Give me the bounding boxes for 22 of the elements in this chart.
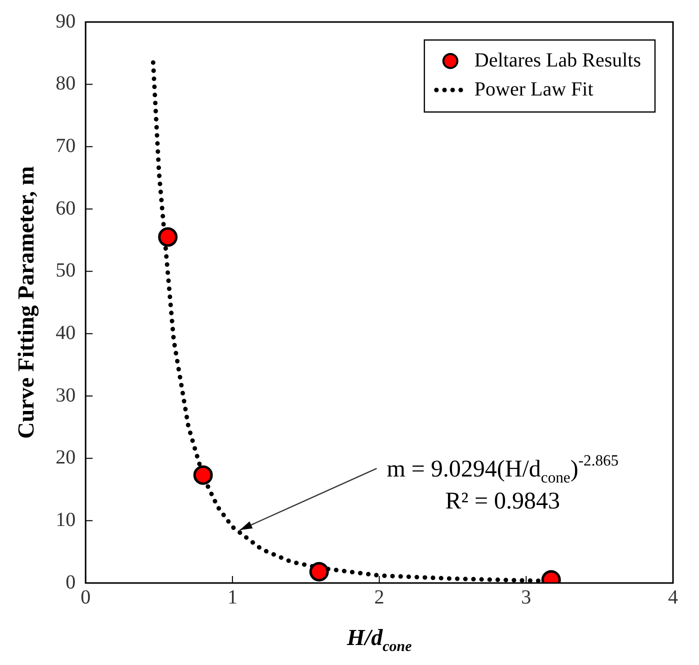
x-tick-label: 2	[374, 586, 384, 608]
legend-label: Deltares Lab Results	[474, 49, 642, 72]
y-tick-label: 10	[56, 508, 76, 531]
x-tick-label: 0	[80, 586, 91, 608]
legend-label: Power Law Fit	[474, 78, 594, 100]
annotation: R² = 0.9843	[445, 488, 560, 514]
x-tick-label: 4	[668, 586, 678, 608]
point	[193, 465, 213, 485]
y-tick-label: 30	[56, 384, 76, 406]
point	[158, 227, 178, 247]
y-tick-label: 80	[56, 72, 76, 95]
y-tick-label: 50	[56, 260, 76, 282]
y-tick-label: 90	[56, 10, 76, 32]
y-tick-label: 0	[66, 571, 76, 594]
x-tick-label: 1	[227, 586, 238, 608]
point	[309, 562, 329, 582]
y-axis-title: Curve Fitting Parameter, m	[14, 166, 40, 439]
x-tick-label: 3	[521, 586, 532, 608]
y-tick-label: 40	[56, 322, 76, 344]
y-tick-label: 70	[56, 134, 76, 157]
y-tick-label: 60	[56, 197, 76, 220]
y-tick-label: 20	[56, 446, 76, 469]
